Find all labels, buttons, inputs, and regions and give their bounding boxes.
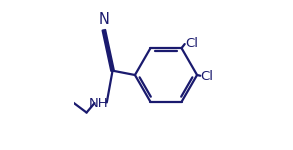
Text: N: N — [98, 12, 109, 27]
Text: Cl: Cl — [185, 37, 198, 50]
Text: Cl: Cl — [201, 70, 214, 83]
Text: NH: NH — [89, 97, 109, 110]
